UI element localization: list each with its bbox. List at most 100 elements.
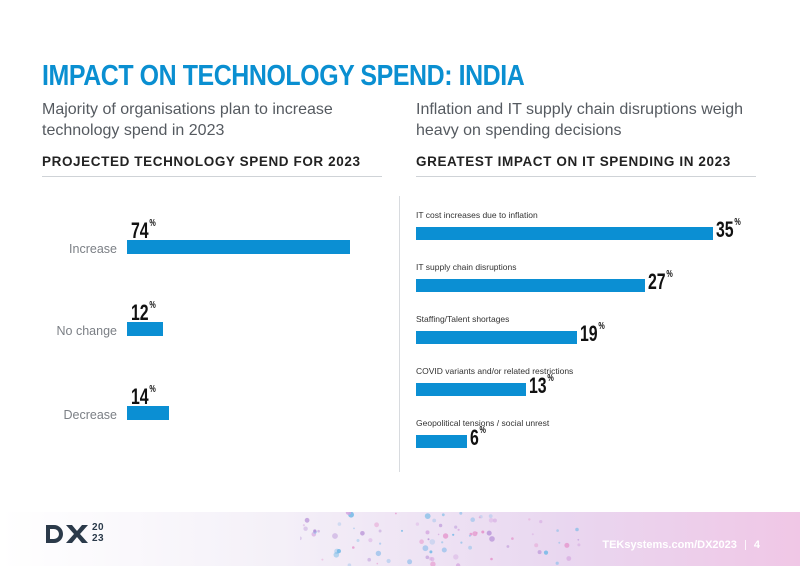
- category-label: COVID variants and/or related restrictio…: [416, 366, 574, 376]
- bar: [416, 435, 467, 448]
- value-number: 12: [131, 300, 149, 325]
- decor-dot: [441, 513, 445, 517]
- percent-sign: %: [733, 217, 741, 228]
- decor-dot: [332, 533, 338, 539]
- category-label: Increase: [69, 242, 117, 256]
- decor-dot: [368, 538, 373, 543]
- footer-url[interactable]: TEKsystems.com/DX2023: [602, 539, 737, 551]
- decor-dot: [353, 527, 355, 530]
- decor-dot: [459, 512, 463, 515]
- decor-dot: [457, 528, 460, 531]
- bar: [416, 331, 578, 344]
- decor-dot: [378, 529, 382, 533]
- decor-dot: [302, 524, 305, 527]
- decor-dot: [577, 543, 581, 547]
- decor-dot: [333, 552, 340, 558]
- decor-dot: [537, 550, 542, 555]
- decor-dot: [419, 539, 424, 544]
- percent-sign: %: [547, 373, 554, 384]
- decor-dot: [401, 529, 403, 532]
- decor-dot: [437, 533, 440, 536]
- bar: [416, 279, 645, 292]
- footer-band: [0, 512, 800, 566]
- bar: [127, 322, 164, 336]
- decor-dot: [429, 550, 433, 554]
- decor-dot: [438, 523, 443, 528]
- percent-sign: %: [149, 384, 156, 395]
- footer-link[interactable]: TEKsystems.com/DX2023 4: [602, 539, 760, 551]
- decor-dot: [347, 563, 352, 566]
- decor-dot: [454, 525, 458, 529]
- value-label: 74%: [131, 218, 156, 244]
- dx-logo-icon: [46, 525, 88, 543]
- decor-dot: [407, 559, 413, 565]
- bar: [416, 383, 527, 396]
- bar: [127, 406, 170, 420]
- value-number: 35: [715, 217, 734, 242]
- decor-dot: [472, 531, 478, 537]
- decor-dot: [374, 522, 379, 528]
- decor-dot: [511, 537, 514, 540]
- decor-dot: [442, 533, 449, 539]
- value-label: 13%: [529, 373, 554, 399]
- decor-dot: [488, 518, 494, 523]
- decor-dot: [452, 533, 455, 536]
- logo-year: 20 23: [92, 522, 105, 544]
- decor-dot: [422, 545, 429, 552]
- left-chart-title: PROJECTED TECHNOLOGY SPEND FOR 2023: [42, 154, 361, 169]
- decor-dot: [470, 517, 475, 522]
- decor-dot: [481, 530, 485, 534]
- percent-sign: %: [598, 321, 605, 332]
- right-chart-title: GREATEST IMPACT ON IT SPENDING IN 2023: [416, 154, 731, 169]
- decor-dot: [425, 555, 430, 560]
- decor-dot: [386, 558, 391, 564]
- decor-dot: [489, 536, 495, 542]
- decor-dot: [430, 561, 436, 566]
- category-label: IT supply chain disruptions: [416, 262, 517, 272]
- decor-dot: [376, 562, 379, 565]
- value-label: 19%: [580, 321, 605, 347]
- decor-dot: [475, 531, 478, 534]
- value-number: 6: [469, 425, 479, 450]
- decor-dot: [478, 516, 481, 519]
- decor-dot: [460, 541, 463, 544]
- category-label: Decrease: [63, 408, 118, 422]
- left-title-rule: [42, 176, 382, 177]
- value-label: 14%: [131, 384, 156, 410]
- decor-dot: [300, 536, 302, 541]
- decor-dot: [577, 538, 580, 541]
- decor-dot: [428, 556, 433, 561]
- value-number: 74: [131, 218, 149, 243]
- category-label: No change: [56, 324, 117, 338]
- value-number: 19: [580, 321, 598, 346]
- right-title-rule: [416, 176, 756, 177]
- decor-dot: [543, 550, 549, 555]
- decor-dot: [367, 557, 371, 562]
- column-divider: [399, 196, 400, 472]
- left-subtitle: Majority of organisations plan to increa…: [42, 101, 333, 139]
- decor-dot: [441, 541, 444, 544]
- bar: [127, 240, 351, 254]
- decor-dot: [539, 520, 543, 524]
- percent-sign: %: [479, 425, 486, 436]
- decor-dot: [506, 545, 510, 548]
- decor-dot: [455, 563, 461, 566]
- decor-dot: [486, 530, 492, 536]
- decor-dot: [564, 542, 570, 548]
- category-label: IT cost increases due to inflation: [416, 210, 538, 220]
- decor-dot: [415, 522, 420, 526]
- decor-dot: [313, 529, 317, 533]
- decor-dot: [430, 557, 435, 562]
- value-label: 12%: [131, 300, 156, 326]
- decor-dot: [425, 530, 430, 535]
- decor-dot: [345, 512, 352, 515]
- value-label: 6%: [470, 425, 486, 451]
- decor-dot: [555, 561, 559, 565]
- bar: [416, 227, 713, 240]
- decor-dot: [303, 526, 308, 531]
- decor-dot: [424, 513, 431, 519]
- value-label: 27%: [648, 269, 673, 295]
- footer-separator: [744, 540, 746, 551]
- decor-dot: [531, 533, 534, 536]
- decor-dot: [337, 522, 342, 526]
